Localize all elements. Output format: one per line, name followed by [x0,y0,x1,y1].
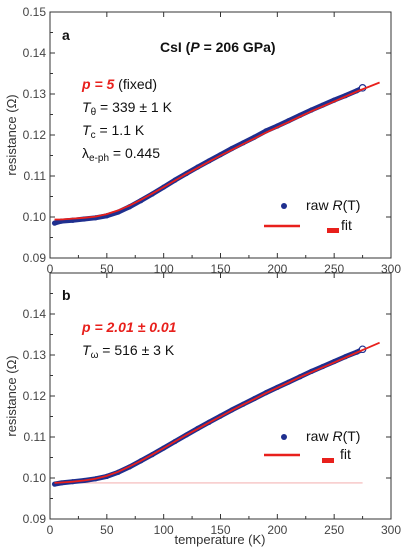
x-tick-label-b-2: 100 [154,523,174,537]
legend-label-fit-a: fit [341,217,352,233]
x-axis-b: 0 50 100 150 200 250 300 [47,273,401,537]
legend-marker-raw-a [281,203,287,209]
p-value-a: p = 5 [81,76,115,92]
y-axis-b: 0.09 0.10 0.11 0.12 0.13 0.14 [23,272,391,526]
x-tick-label-b-1: 50 [100,523,114,537]
title-part-2: P [190,39,200,55]
lambda-annotation: λe-ph = 0.445 [82,145,160,164]
y-tick-label-a-4: 0.13 [23,87,47,101]
theta-rest: = 339 ± 1 K [96,99,172,115]
legend-swatch-fit-b [322,458,334,463]
y-tick-label-a-1: 0.10 [23,210,47,224]
lambda-rest: = 0.445 [109,145,160,161]
x-tick-label-a-0: 0 [47,262,54,276]
fit-line-a [54,81,380,221]
y-axis-a: 0.09 0.10 0.11 0.12 0.13 0.14 0.15 [23,5,391,265]
theta-var: T [82,99,92,115]
legend-a: raw R(T) fit [264,197,360,233]
y-tick-label-a-0: 0.09 [23,251,47,265]
y-tick-label-b-5: 0.14 [23,307,47,321]
tc-sub: c [91,130,96,141]
p-fixed-a: (fixed) [114,76,157,92]
panel-a: 0.090.100.110.120.130.140.15 0 50 100 150 20… [4,5,401,276]
legend-label-raw-a: raw R(T) [306,197,360,213]
y-tick-label-a-5: 0.14 [23,46,47,60]
y-tick-label-a-6: 0.15 [23,5,47,19]
legend-label-raw-b: raw R(T) [306,428,360,444]
x-tick-label-b-3: 150 [210,523,230,537]
x-tick-label-b-4: 200 [267,523,287,537]
series-b [51,341,380,487]
lambda-sub: e-ph [89,153,109,164]
legend-marker-raw-b [281,434,287,440]
p-value-b: p = 2.01 ± 0.01 [81,319,177,335]
legend-raw-a-1: raw [306,197,332,213]
legend-raw-a-3: (T) [343,197,361,213]
lambda-var: λ [82,145,89,161]
omega-var: T [82,342,92,358]
title-part-1: CsI ( [160,39,191,55]
omega-rest: = 516 ± 3 K [98,342,174,358]
tc-rest: = 1.1 K [96,122,145,138]
x-tick-label-b-5: 250 [324,523,344,537]
x-tick-label-b-0: 0 [47,523,54,537]
theta-annotation: Tθ = 339 ± 1 K [82,99,173,118]
chart-title-a: CsI (P = 206 GPa) [160,39,276,55]
legend-raw-a-2: R [332,197,342,213]
panel-label-a: a [62,27,70,43]
legend-raw-b-3: (T) [343,428,361,444]
raw-data-point-a-0 [51,220,58,226]
panel-label-b: b [62,287,71,303]
omega-sub: ω [91,350,99,361]
tc-annotation: Tc = 1.1 K [82,122,145,141]
y-tick-label-b-1: 0.10 [23,471,47,485]
legend-swatch-fit-a [327,228,339,233]
plot-frame-b [49,272,392,520]
omega-annotation: Tω = 516 ± 3 K [82,342,175,361]
x-axis-label: temperature (K) [174,532,265,547]
x-tick-label-b-6: 300 [381,523,401,537]
p-annotation-a: p = 5 (fixed) [81,76,157,92]
theta-sub: θ [91,107,97,118]
legend-raw-b-2: R [332,428,342,444]
y-tick-label-a-2: 0.11 [24,169,47,183]
legend-label-fit-b: fit [340,446,351,462]
y-tick-label-a-3: 0.12 [23,128,47,142]
fit-line-b [54,341,380,484]
title-part-3: = 206 GPa) [200,39,276,55]
panel-b: 0.09 0.10 0.11 0.12 0.13 0.14 0 50 100 150 200 250… [4,272,401,537]
series-a [51,81,380,226]
tc-var: T [82,122,92,138]
legend-raw-b-1: raw [306,428,332,444]
y-axis-label-b: resistance (Ω) [4,355,19,436]
legend-b: raw R(T) fit [264,428,360,463]
y-tick-label-b-0: 0.09 [23,512,47,526]
y-tick-label-b-4: 0.13 [23,348,47,362]
y-tick-label-b-3: 0.12 [23,389,47,403]
y-tick-label-b-2: 0.11 [24,430,47,444]
y-axis-label-a: resistance (Ω) [4,94,19,175]
